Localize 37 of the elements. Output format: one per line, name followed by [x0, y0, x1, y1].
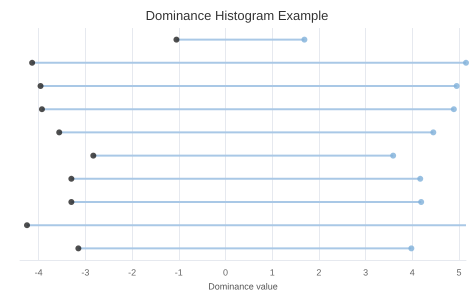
x-tick-label: 0 — [222, 268, 228, 278]
point — [24, 222, 30, 228]
point — [301, 36, 308, 43]
bar — [59, 131, 434, 134]
point — [29, 60, 36, 66]
point — [450, 106, 457, 112]
point — [68, 199, 74, 205]
x-tick-label: 5 — [456, 268, 462, 278]
point — [430, 129, 436, 136]
point — [56, 129, 62, 136]
x-tick-label: -3 — [81, 268, 90, 278]
point — [173, 36, 180, 43]
point — [418, 199, 424, 205]
x-tick-label: 2 — [316, 268, 322, 278]
chart-title: Dominance Histogram Example — [146, 8, 328, 23]
point — [408, 245, 414, 252]
point — [90, 152, 96, 159]
x-tick-label: -4 — [34, 268, 43, 278]
bar — [71, 178, 420, 180]
bar — [32, 62, 466, 64]
x-tick-label: 1 — [270, 268, 275, 278]
point — [463, 60, 469, 66]
point — [454, 83, 460, 89]
point — [417, 176, 424, 182]
bar — [93, 154, 394, 157]
x-axis-title: Dominance value — [208, 282, 278, 292]
x-tick-label: -2 — [128, 268, 136, 278]
bar — [78, 247, 412, 250]
point — [390, 152, 396, 159]
point — [38, 106, 45, 112]
point — [68, 176, 74, 182]
x-tick-label: 3 — [363, 268, 368, 278]
point — [38, 83, 44, 89]
bar — [27, 224, 466, 226]
x-tick-label: 4 — [410, 268, 415, 278]
x-tick-label: -1 — [174, 268, 183, 278]
point — [75, 245, 82, 252]
